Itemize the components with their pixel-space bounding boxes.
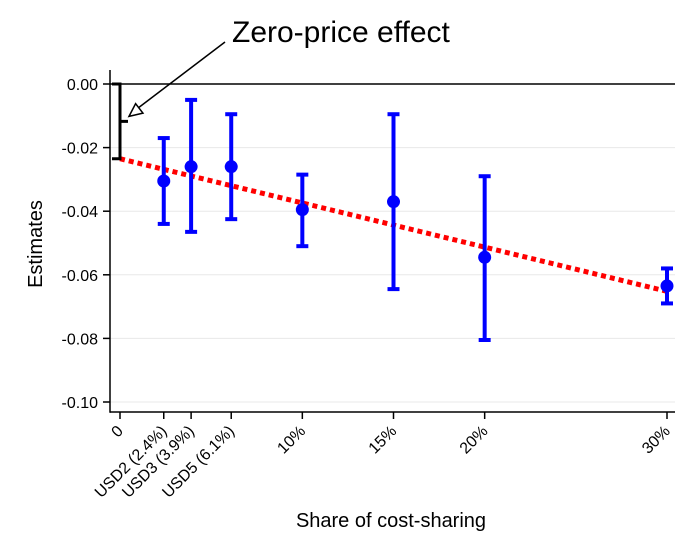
annotation-arrow xyxy=(127,41,226,118)
data-point xyxy=(660,266,674,306)
point-marker xyxy=(224,160,238,174)
x-tick-label: 30% xyxy=(639,423,674,458)
arrow-line xyxy=(134,41,226,111)
x-tick-label: USD5 (6.1%) xyxy=(159,423,238,502)
point-marker xyxy=(157,174,171,188)
x-tick-label: 15% xyxy=(366,423,401,458)
y-tick-label: -0.10 xyxy=(62,395,99,412)
arrow-head xyxy=(127,102,145,118)
data-point xyxy=(224,112,238,222)
point-marker xyxy=(295,203,309,217)
y-ticks: 0.00 -0.02 -0.04 -0.06 -0.08 -0.10 xyxy=(62,77,110,412)
x-tick-label: 20% xyxy=(457,423,492,458)
annotation-text: Zero-price effect xyxy=(232,16,451,49)
data-point xyxy=(387,112,400,292)
bracket-shape xyxy=(112,82,128,161)
point-marker xyxy=(660,279,674,293)
y-tick-label: -0.08 xyxy=(62,331,99,348)
zero-price-bracket xyxy=(112,82,128,161)
y-tick-label: -0.04 xyxy=(62,204,99,221)
x-tick-label: 0 xyxy=(109,423,127,441)
data-point xyxy=(478,174,492,342)
data-points xyxy=(157,97,674,342)
y-tick-label: -0.02 xyxy=(62,141,99,158)
y-tick-label: 0.00 xyxy=(67,77,98,94)
x-axis-label: Share of cost-sharing xyxy=(296,510,486,532)
y-axis-label: Estimates xyxy=(25,200,47,288)
point-marker xyxy=(387,195,400,209)
point-marker xyxy=(184,160,198,174)
data-point xyxy=(184,97,198,234)
point-marker xyxy=(478,250,492,264)
y-tick-label: -0.06 xyxy=(62,268,99,285)
data-point xyxy=(157,136,171,226)
x-tick-label: 10% xyxy=(274,423,309,458)
data-point xyxy=(295,172,309,249)
